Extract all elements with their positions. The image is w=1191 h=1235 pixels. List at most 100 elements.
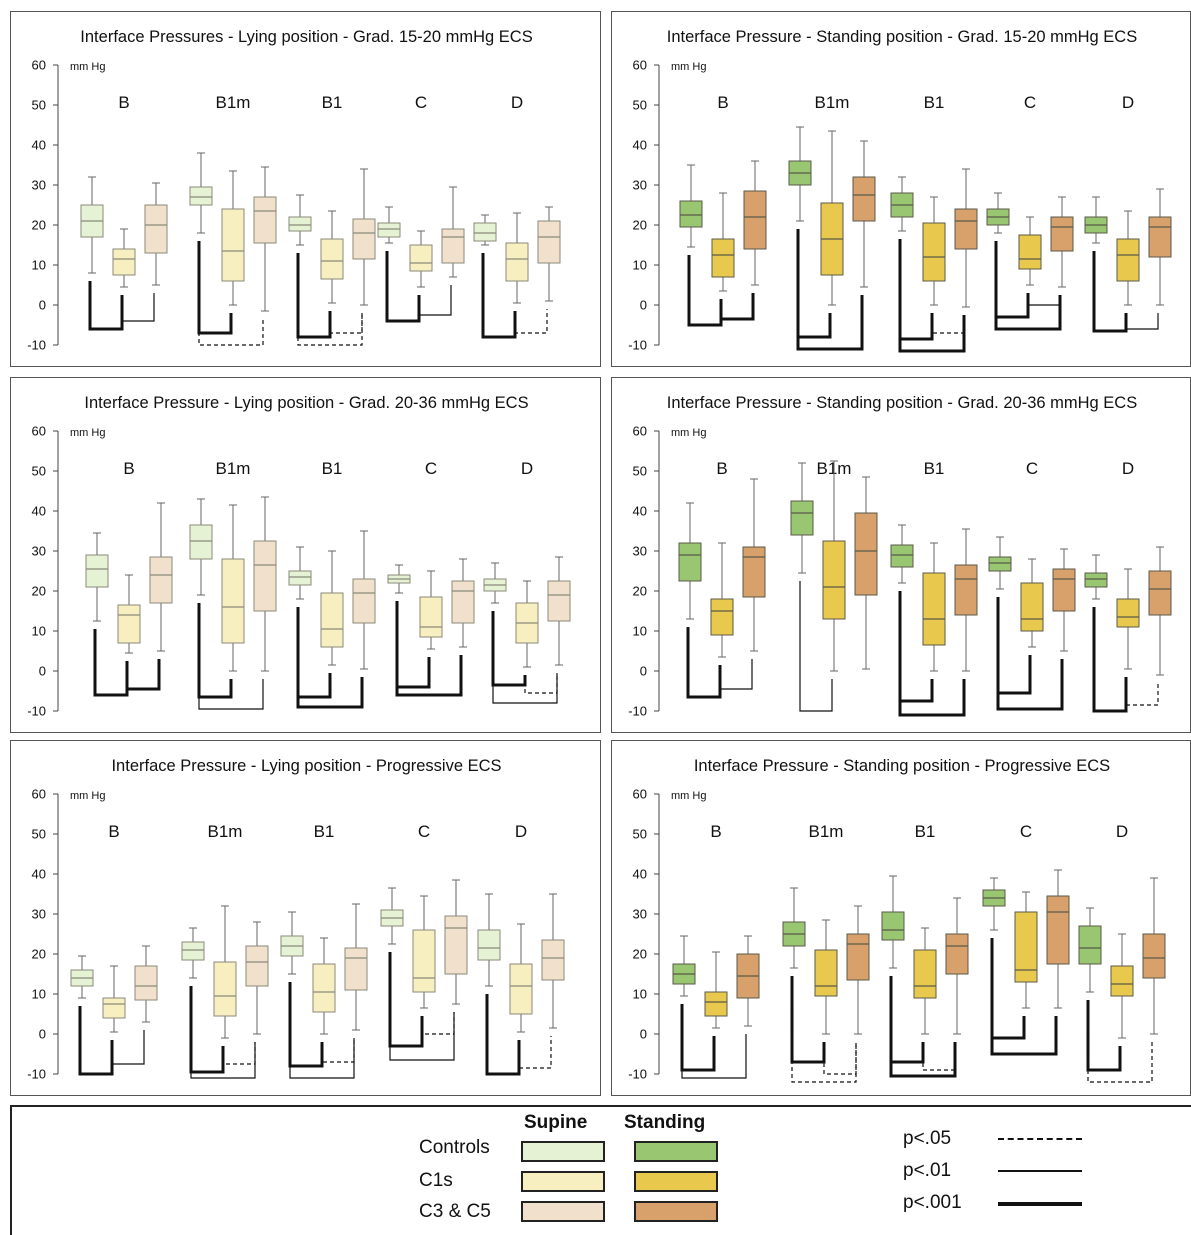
box-controls — [288, 194, 312, 246]
box-c1s — [312, 937, 336, 1035]
y-tick-label: 10 — [32, 987, 46, 1002]
significance-bracket — [686, 627, 722, 699]
legend-swatch-controls-supine — [521, 1141, 605, 1162]
category-label: D — [521, 459, 533, 478]
box-c1s — [320, 550, 344, 666]
y-tick-label: 0 — [39, 1027, 46, 1042]
box-c3c5 — [852, 140, 876, 288]
box-c3c5 — [1046, 869, 1070, 1009]
chart-panel-4: Interface Pressure - Standing position -… — [611, 377, 1191, 733]
legend-supine-heading: Supine — [524, 1112, 588, 1133]
box-c1s — [1116, 210, 1140, 306]
y-tick-label: 10 — [633, 987, 647, 1002]
box-controls — [1078, 907, 1102, 993]
box-c1s — [221, 170, 245, 306]
chart-title: Interface Pressures - Lying position - G… — [80, 28, 532, 46]
y-tick-label: 40 — [633, 138, 647, 153]
box-c1s — [505, 212, 529, 304]
significance-bracket — [1086, 1000, 1122, 1072]
box-c3c5 — [954, 528, 978, 672]
box-c1s — [419, 570, 443, 650]
chart-title: Interface Pressure - Standing position -… — [694, 757, 1110, 775]
box-c1s — [913, 927, 937, 1035]
box-c3c5 — [743, 160, 767, 286]
box-c1s — [213, 905, 237, 1039]
box-c1s — [710, 542, 734, 658]
y-tick-label: 60 — [633, 787, 647, 802]
chart-panel-6: Interface Pressure - Standing position -… — [611, 740, 1191, 1096]
category-label: D — [511, 93, 523, 112]
y-tick-label: 60 — [32, 58, 46, 73]
box-c3c5 — [1142, 877, 1166, 1035]
category-label: B — [716, 459, 727, 478]
category-label: B1m — [216, 459, 251, 478]
y-tick-label: 60 — [633, 424, 647, 439]
box-c3c5 — [541, 893, 565, 1029]
box-c1s — [409, 230, 433, 288]
box-c1s — [1116, 568, 1140, 670]
category-label: B1m — [815, 93, 850, 112]
significance-bracket — [88, 281, 124, 331]
box-c1s — [509, 923, 533, 1033]
significance-bracket — [799, 581, 833, 712]
significance-bracket — [996, 597, 1064, 711]
chart-svg: Interface Pressure - Standing position -… — [628, 28, 1172, 353]
box-c3c5 — [854, 476, 878, 670]
box-c3c5 — [945, 897, 969, 1035]
y-axis-unit-label: mm Hg — [671, 790, 706, 802]
significance-bracket — [990, 938, 1058, 1056]
category-label: B1 — [322, 93, 343, 112]
box-c3c5 — [253, 166, 277, 312]
significance-bracket — [791, 976, 857, 1083]
y-axis-unit-label: mm Hg — [70, 427, 105, 439]
box-c3c5 — [742, 478, 766, 652]
box-controls — [678, 502, 702, 620]
y-axis-unit-label: mm Hg — [671, 61, 706, 73]
chart-panel-2: Interface Pressure - Standing position -… — [611, 11, 1191, 367]
box-c1s — [1110, 933, 1134, 1039]
category-label: D — [1122, 459, 1134, 478]
significance-bracket — [111, 1030, 145, 1065]
significance-bracket — [796, 229, 864, 351]
y-tick-label: 50 — [633, 464, 647, 479]
chart-svg: Interface Pressure - Standing position -… — [628, 757, 1166, 1083]
category-label: B1m — [208, 822, 243, 841]
category-label: C — [1026, 459, 1038, 478]
y-tick-label: 40 — [32, 138, 46, 153]
box-c3c5 — [1052, 548, 1076, 652]
box-controls — [1084, 554, 1108, 600]
y-tick-label: 20 — [32, 218, 46, 233]
box-controls — [387, 564, 411, 594]
box-c1s — [922, 542, 946, 672]
box-controls — [477, 893, 501, 987]
box-controls — [380, 887, 404, 945]
significance-bracket — [198, 603, 264, 710]
significance-bracket — [481, 253, 517, 339]
category-label: D — [1122, 93, 1134, 112]
chart-panel-3: Interface Pressure - Lying position - Gr… — [10, 377, 601, 733]
category-label: B — [123, 459, 134, 478]
box-c3c5 — [1050, 196, 1074, 288]
box-c1s — [221, 504, 245, 672]
box-c3c5 — [245, 921, 269, 1035]
box-c1s — [117, 574, 141, 654]
y-tick-label: 0 — [640, 664, 647, 679]
chart-svg: Interface Pressure - Lying position - Gr… — [27, 394, 571, 719]
y-tick-label: 30 — [32, 544, 46, 559]
legend-p05-label: p<.05 — [903, 1128, 952, 1149]
box-c1s — [102, 965, 126, 1033]
category-label: C — [1020, 822, 1032, 841]
box-c1s — [704, 951, 728, 1029]
legend-p001-line — [998, 1202, 1082, 1206]
box-controls — [181, 927, 205, 979]
y-tick-label: 10 — [633, 624, 647, 639]
y-tick-label: 60 — [633, 58, 647, 73]
significance-bracket — [898, 591, 966, 717]
category-label: C — [415, 93, 427, 112]
legend-group-controls: Controls — [419, 1137, 490, 1158]
significance-bracket — [681, 1004, 747, 1079]
y-tick-label: 30 — [32, 178, 46, 193]
y-tick-label: 20 — [32, 584, 46, 599]
y-tick-label: 0 — [640, 298, 647, 313]
y-tick-label: 20 — [633, 584, 647, 599]
